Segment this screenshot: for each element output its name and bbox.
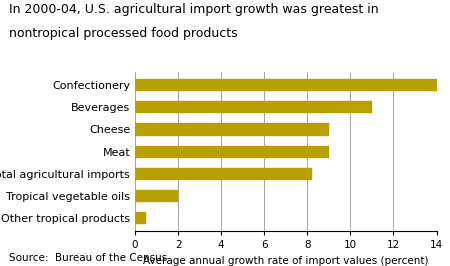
Bar [135,212,146,224]
X-axis label: Average annual growth rate of import values (percent): Average annual growth rate of import val… [143,256,428,266]
Bar [135,79,436,91]
Bar [135,101,372,113]
Bar [135,123,329,136]
Text: Source:  Bureau of the Census.: Source: Bureau of the Census. [9,253,171,263]
Bar [135,190,178,202]
Bar [135,168,311,180]
Bar [135,146,329,158]
Text: nontropical processed food products: nontropical processed food products [9,27,238,40]
Text: In 2000-04, U.S. agricultural import growth was greatest in: In 2000-04, U.S. agricultural import gro… [9,3,378,16]
